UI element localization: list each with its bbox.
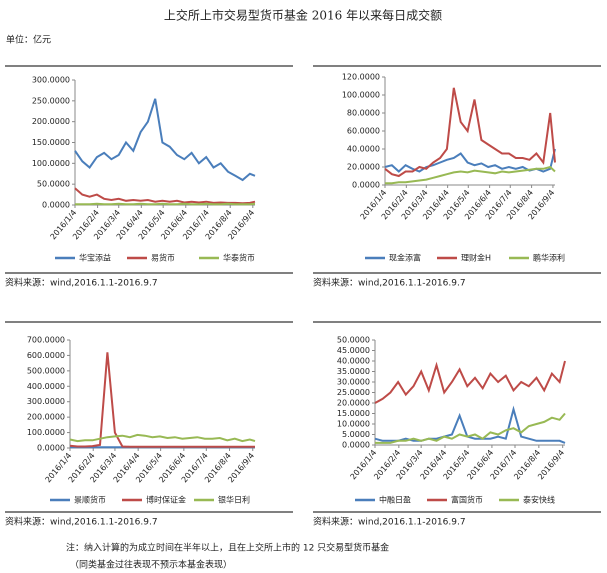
y-tick-label: 100.0000 xyxy=(342,91,380,100)
note: 注：纳入计算的为成立时间在半年以上，且在上交所上市的 12 只交易型货币基金 xyxy=(66,542,389,554)
y-tick-label: 20.0000 xyxy=(347,163,380,172)
y-tick-label: 300.0000 xyxy=(32,76,70,85)
legend-label: 博时保证金 xyxy=(146,495,186,505)
y-tick-label: 120.0000 xyxy=(342,73,380,82)
legend-label: 鹏华添利 xyxy=(533,253,565,263)
legend-label: 华泰货币 xyxy=(223,253,255,263)
y-tick-label: 400.0000 xyxy=(27,382,65,391)
series-line xyxy=(374,360,566,404)
y-tick-label: 150.0000 xyxy=(32,138,70,147)
y-tick-label: 0.0000 xyxy=(342,441,370,450)
y-tick-label: 25.0000 xyxy=(337,388,370,397)
series-line xyxy=(384,87,556,178)
series-line xyxy=(375,412,566,444)
y-tick-label: 15.0000 xyxy=(337,409,370,418)
source: 资料来源：wind,2016.1.1-2016.9.7 xyxy=(5,277,158,289)
series-line xyxy=(385,165,556,185)
y-tick-label: 600.0000 xyxy=(27,351,65,360)
y-tick-label: 250.0000 xyxy=(32,96,70,105)
disclaimer: （同类基金过往表现不预示本基金表现） xyxy=(70,559,232,571)
legend-label: 现金添富 xyxy=(389,253,421,263)
y-tick-label: 10.0000 xyxy=(337,420,370,429)
y-tick-label: 100.0000 xyxy=(27,428,65,437)
y-tick-label: 40.0000 xyxy=(347,145,380,154)
y-tick-label: 0.0000 xyxy=(42,201,70,210)
legend-label: 银华日利 xyxy=(218,495,250,505)
y-tick-label: 35.0000 xyxy=(337,367,370,376)
y-tick-label: 30.0000 xyxy=(337,378,370,387)
y-tick-label: 20.0000 xyxy=(337,399,370,408)
series-line xyxy=(69,352,255,448)
y-tick-label: 45.0000 xyxy=(337,346,370,355)
legend-label: 理财金H xyxy=(461,253,491,263)
y-tick-label: 40.0000 xyxy=(337,357,370,366)
page-title: 上交所上市交易型货币基金 2016 年以来每日成交额 xyxy=(164,8,442,23)
series-line xyxy=(69,433,256,443)
y-tick-label: 500.0000 xyxy=(27,366,65,375)
y-tick-label: 60.0000 xyxy=(347,127,380,136)
source: 资料来源：wind,2016.1.1-2016.9.7 xyxy=(313,277,466,289)
legend-label: 泰安快线 xyxy=(523,495,555,505)
series-line xyxy=(74,98,256,182)
legend-label: 景顺货币 xyxy=(74,495,106,505)
y-tick-label: 200.0000 xyxy=(32,117,70,126)
series-line xyxy=(374,405,566,444)
y-tick-label: 300.0000 xyxy=(27,397,65,406)
legend-label: 富国货币 xyxy=(451,495,483,505)
y-tick-label: 50.0000 xyxy=(37,180,70,189)
legend-label: 华宝添益 xyxy=(79,253,111,263)
unit: 单位：亿元 xyxy=(6,34,51,46)
y-tick-label: 700.0000 xyxy=(27,336,65,345)
y-tick-label: 5.0000 xyxy=(342,430,370,439)
y-tick-label: 80.0000 xyxy=(347,109,380,118)
y-tick-label: 0.0000 xyxy=(37,444,65,453)
source: 资料来源：wind,2016.1.1-2016.9.7 xyxy=(313,516,466,528)
source: 资料来源：wind,2016.1.1-2016.9.7 xyxy=(5,516,158,528)
series-line xyxy=(74,187,256,205)
legend-label: 中融日盈 xyxy=(379,495,411,505)
y-tick-label: 50.0000 xyxy=(337,336,370,345)
legend-label: 易货币 xyxy=(151,253,175,263)
y-tick-label: 0.0000 xyxy=(352,181,380,190)
y-tick-label: 200.0000 xyxy=(27,413,65,422)
y-tick-label: 100.0000 xyxy=(32,159,70,168)
